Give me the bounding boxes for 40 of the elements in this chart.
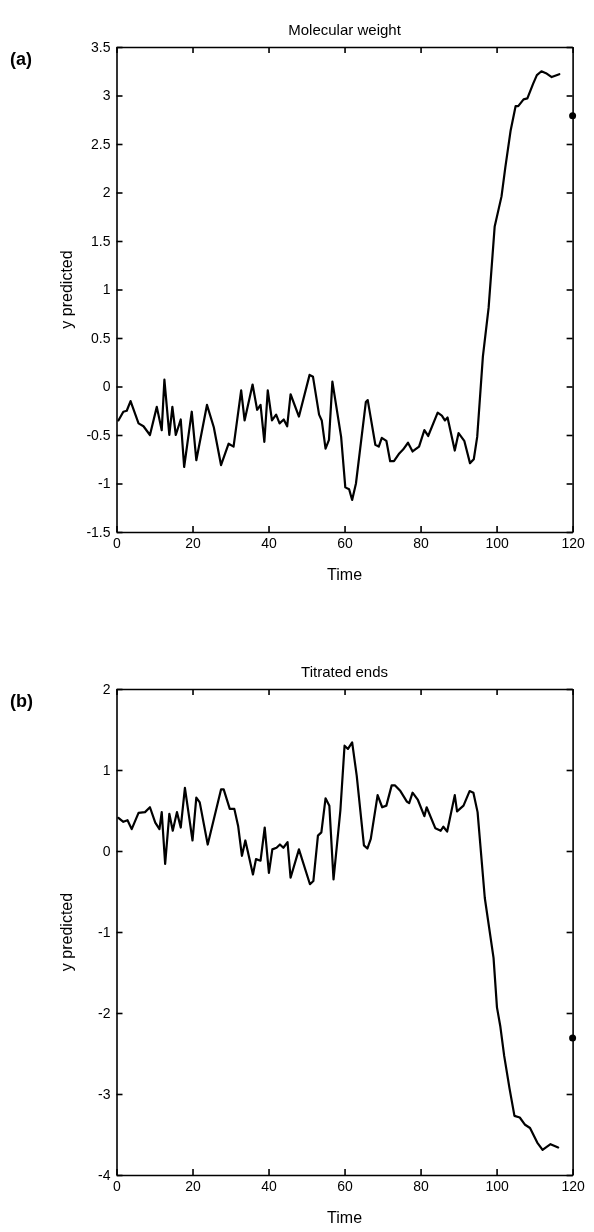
y-tick-label: -1.5 — [86, 523, 111, 540]
text: (b) — [10, 691, 33, 711]
x-axis-title: Time — [327, 566, 363, 583]
y-tick-label: 0 — [102, 842, 111, 859]
chart-title: Titrated ends — [301, 663, 389, 680]
y-tick-label: -2 — [98, 1004, 111, 1021]
x-tick-label: 0 — [113, 1177, 122, 1194]
x-tick-label: 80 — [413, 1177, 430, 1194]
y-tick-label: 3 — [102, 87, 111, 104]
y-tick-label: 2.5 — [91, 135, 111, 152]
y-tick-label: 1.5 — [91, 232, 111, 249]
y-tick-label: -3 — [98, 1085, 111, 1102]
x-tick-label: 40 — [261, 1177, 278, 1194]
x-tick-label: 40 — [261, 534, 278, 551]
y-axis-title: y predicted — [58, 892, 75, 972]
x-tick-label: 0 — [113, 534, 122, 551]
x-tick-label: 20 — [185, 534, 202, 551]
x-tick-label: 120 — [561, 534, 585, 551]
y-tick-label: 1 — [102, 281, 111, 298]
y-tick-label: -4 — [98, 1166, 111, 1183]
x-tick-label: 100 — [485, 534, 509, 551]
x-tick-label: 120 — [561, 1177, 585, 1194]
x-tick-label: 60 — [337, 534, 354, 551]
y-tick-label: -1 — [98, 475, 111, 492]
x-tick-label: 20 — [185, 1177, 202, 1194]
y-tick-label: -1 — [98, 923, 111, 940]
x-tick-label: 100 — [485, 1177, 509, 1194]
y-axis-title: y predicted — [58, 250, 75, 329]
y-tick-label: 2 — [102, 680, 111, 697]
text: (a) — [10, 49, 32, 69]
x-axis-title: Time — [327, 1209, 363, 1226]
y-tick-label: 2 — [102, 184, 111, 201]
x-tick-label: 80 — [413, 534, 430, 551]
y-tick-label: -0.5 — [86, 426, 111, 443]
y-tick-label: 0.5 — [91, 329, 111, 346]
x-tick-label: 60 — [337, 1177, 354, 1194]
y-tick-label: 0 — [102, 378, 111, 395]
y-tick-label: 3.5 — [91, 38, 111, 55]
chart-title: Molecular weight — [288, 21, 402, 38]
y-tick-label: 1 — [102, 761, 111, 778]
